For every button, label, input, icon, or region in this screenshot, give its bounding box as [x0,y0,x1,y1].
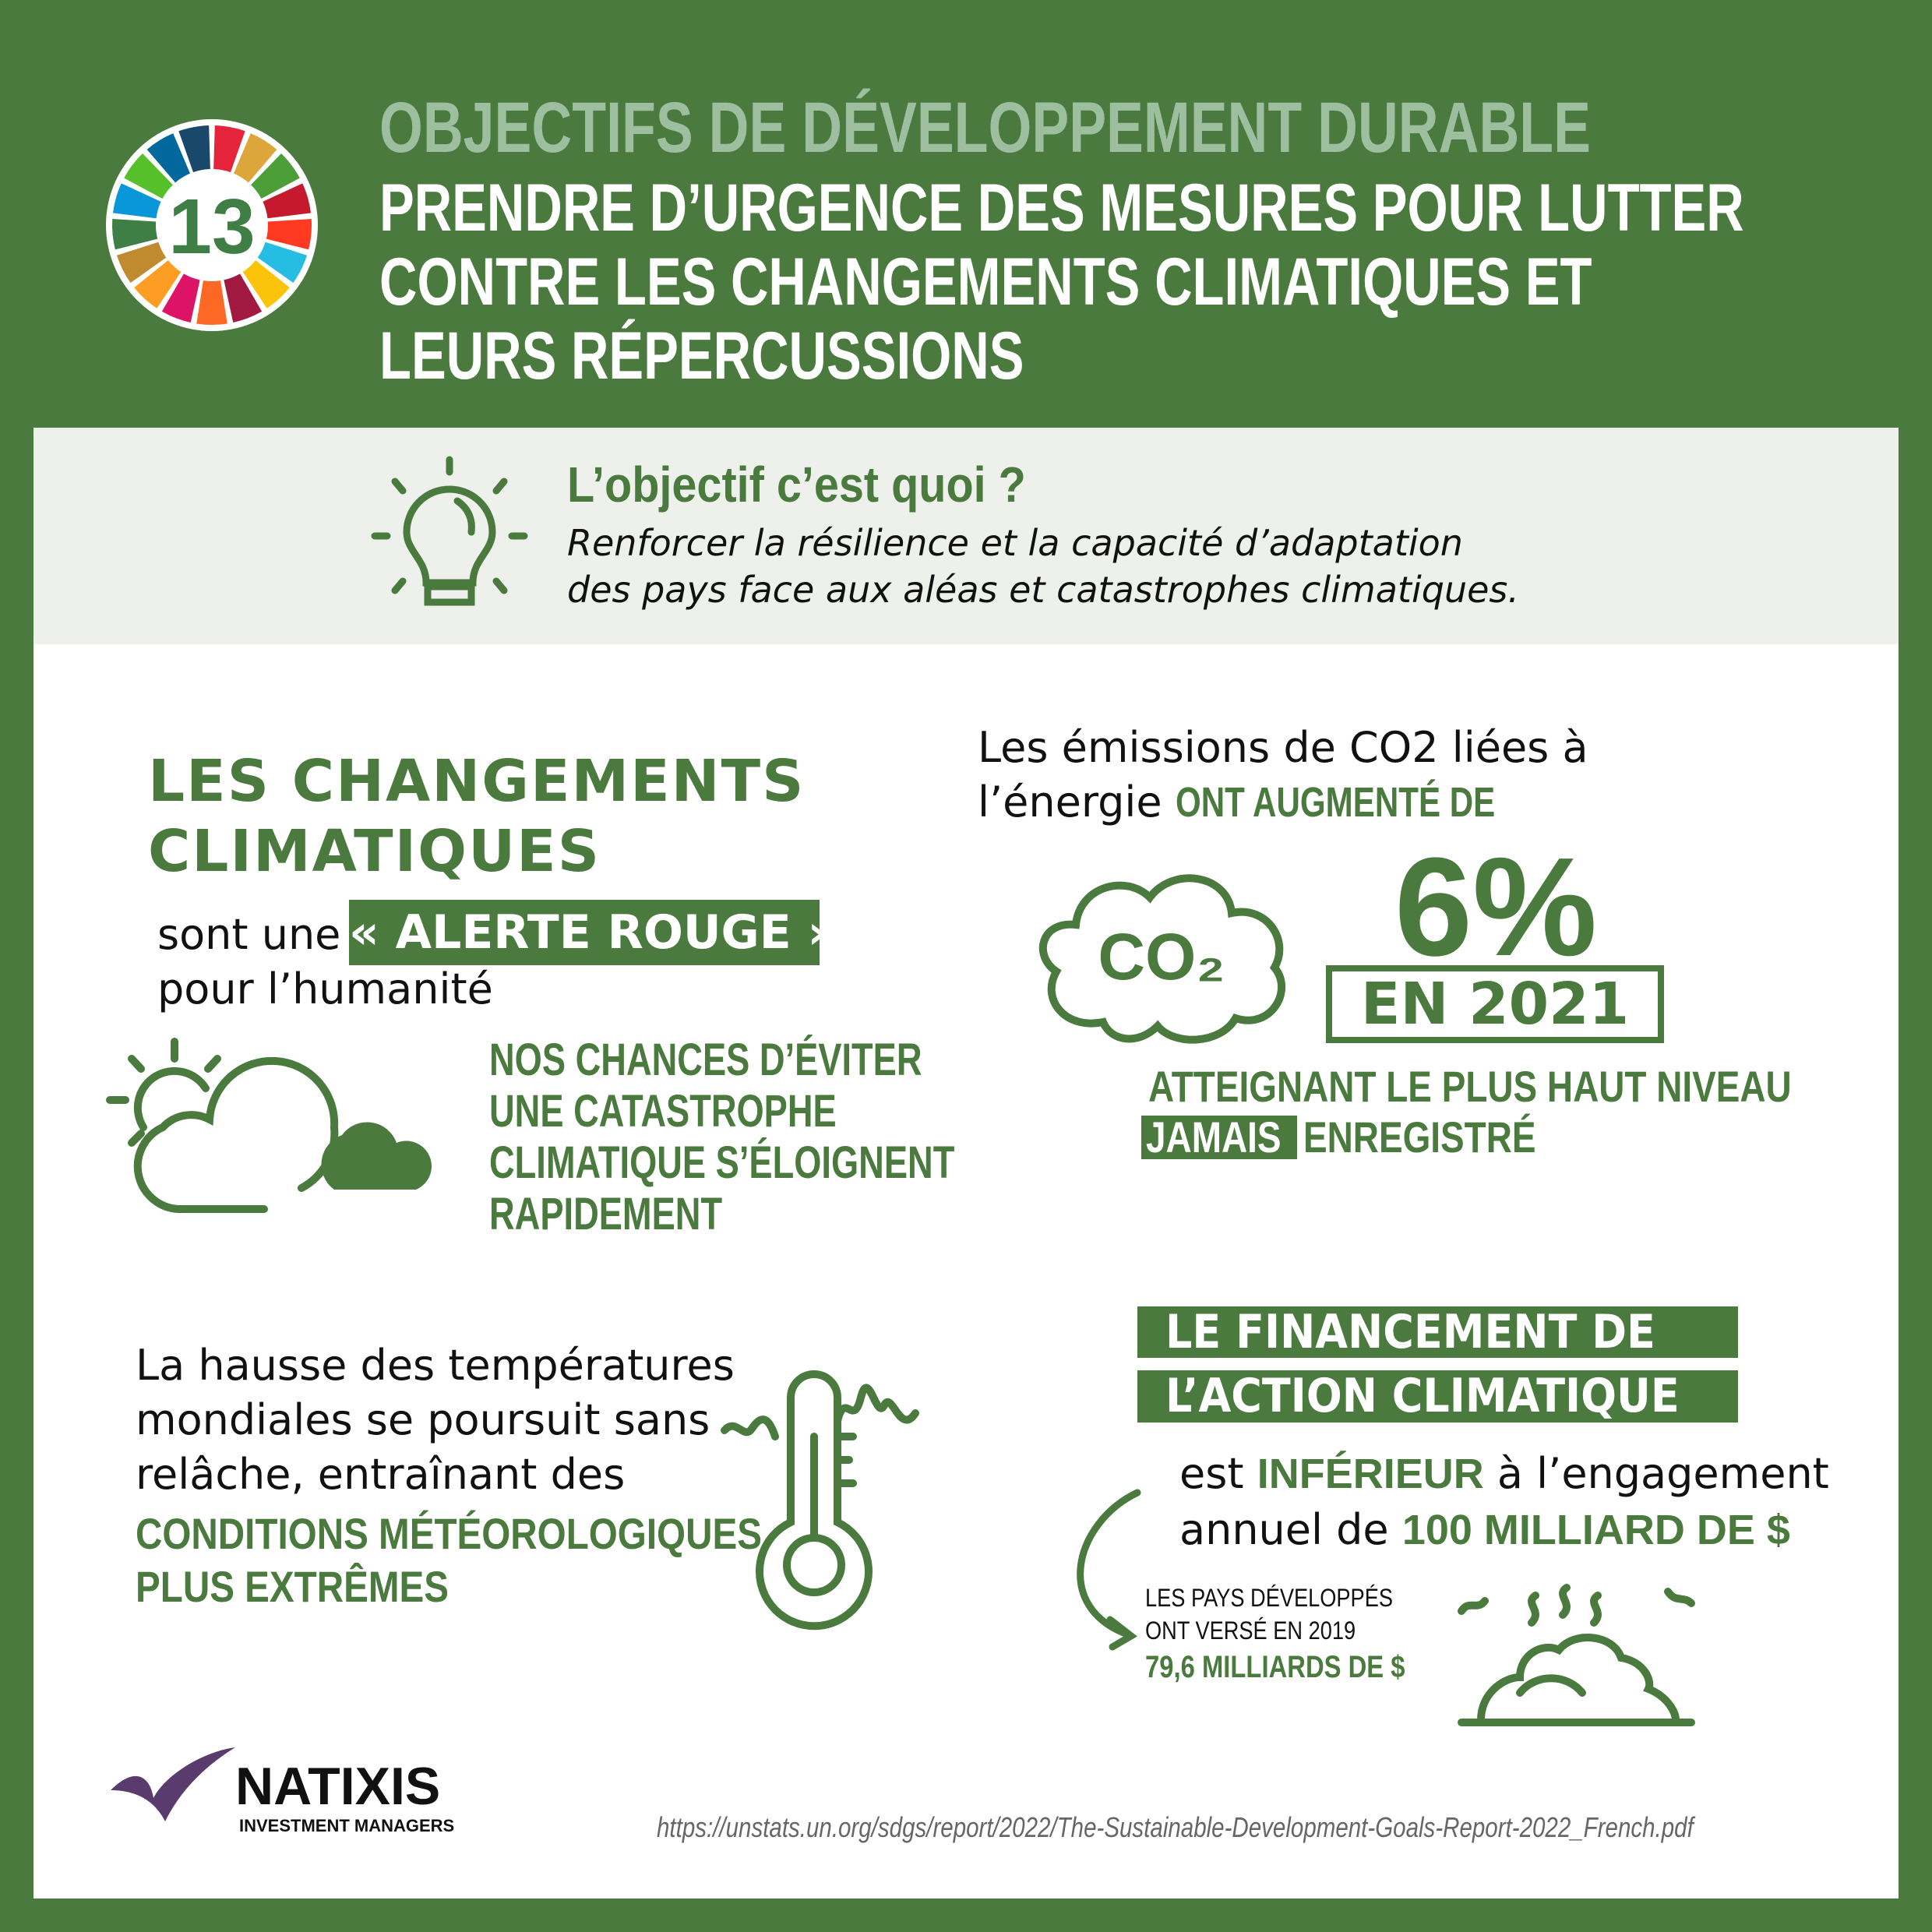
thermometer-icon [721,1370,919,1631]
finance-line1: est INFÉRIEUR à l’engagement [1179,1449,1829,1498]
natixis-logo: NATIXIS INVESTMENT MANAGERS [111,1747,454,1835]
svg-text:NATIXIS: NATIXIS [235,1757,440,1816]
title-line: CONTRE LES CHANGEMENTS CLIMATIQUES ET [379,245,1592,319]
year-box: EN 2021 [1326,965,1664,1043]
source-link[interactable]: https://unstats.un.org/sdgs/report/2022/… [657,1811,1694,1843]
objective-question: L’objectif c’est quoi ? [567,457,1026,513]
wheel-segment [196,280,227,326]
wheel-segment [263,183,312,219]
emissions-line1: Les émissions de CO2 liées à [978,723,1588,772]
lightbulb-icon [371,456,528,606]
sdg-13-wheel-logo: 13 [106,119,318,331]
temperature-green: CONDITIONS MÉTÉOROLOGIQUES PLUS EXTRÊMES [136,1509,762,1611]
red-alert-badge: « ALERTE ROUGE » [349,900,837,965]
objective-line: Renforcer la résilience et la capacité d… [567,522,1463,564]
svg-text:INVESTMENT MANAGERS: INVESTMENT MANAGERS [239,1816,454,1835]
curved-arrow-icon [1077,1489,1141,1651]
co2-cloud-icon: CO₂ [1038,874,1286,1044]
wheel-segment [146,133,190,183]
sun-cloud-icon [106,1038,432,1213]
objective-line: des pays face aux aléas et catastrophes … [567,569,1519,611]
co2-label: CO₂ [1098,920,1225,993]
finance-heading: L’ACTION CLIMATIQUE [1137,1370,1738,1423]
record-line1: ATTEIGNANT LE PLUS HAUT NIVEAU [1148,1062,1792,1111]
wheel-segment [112,219,158,250]
percent-increase: 6% [1394,829,1598,985]
goal-number: 13 [168,183,255,270]
climate-heading: LES CHANGEMENTS [148,748,806,815]
wheel-segment [124,153,173,199]
finance-line2: annuel de 100 MILLIARD DE $ [1179,1505,1790,1554]
wheel-segment [251,153,300,199]
wheel-segment [234,133,277,183]
chances-text: NOS CHANCES D’ÉVITER UNE CATASTROPHE CLI… [489,1035,955,1239]
jamais-highlight: JAMAIS [1141,1116,1297,1159]
wheel-segment [116,242,167,284]
alert-prefix: sont une [157,910,341,959]
alert-suffix: pour l’humanité [157,964,493,1014]
wheel-segment [266,219,312,250]
title-line: PRENDRE D’URGENCE DES MESURES POUR LUTTE… [379,171,1744,245]
wheel-segment [242,260,290,308]
climate-heading: CLIMATIQUES [148,818,601,885]
burning-money-pile-icon [1458,1584,1695,1726]
wheel-segment [134,260,182,308]
objective-band [33,428,1899,644]
paid-2019-amount: 79,6 MILLIARDS DE $ [1145,1650,1405,1684]
kicker-title: OBJECTIFS DE DÉVELOPPEMENT DURABLE [379,88,1591,167]
paid-2019-text: LES PAYS DÉVELOPPÉS ONT VERSÉ EN 2019 [1145,1584,1393,1645]
wheel-segment [112,183,161,219]
title-line: LEURS RÉPERCUSSIONS [379,319,1024,393]
wheel-segment [257,242,308,284]
wheel-segment [161,273,200,323]
wheel-segment [224,273,263,323]
record-line2: JAMAIS ENREGISTRÉ [1141,1116,1587,1159]
wheel-segment [213,125,245,173]
wheel-center [164,177,260,273]
emissions-line2: l’énergie ONT AUGMENTÉ DE [978,777,1496,827]
temperature-text: La hausse des températures mondiales se p… [136,1341,735,1499]
finance-heading: LE FINANCEMENT DE [1137,1306,1738,1358]
wheel-segment [178,125,210,173]
